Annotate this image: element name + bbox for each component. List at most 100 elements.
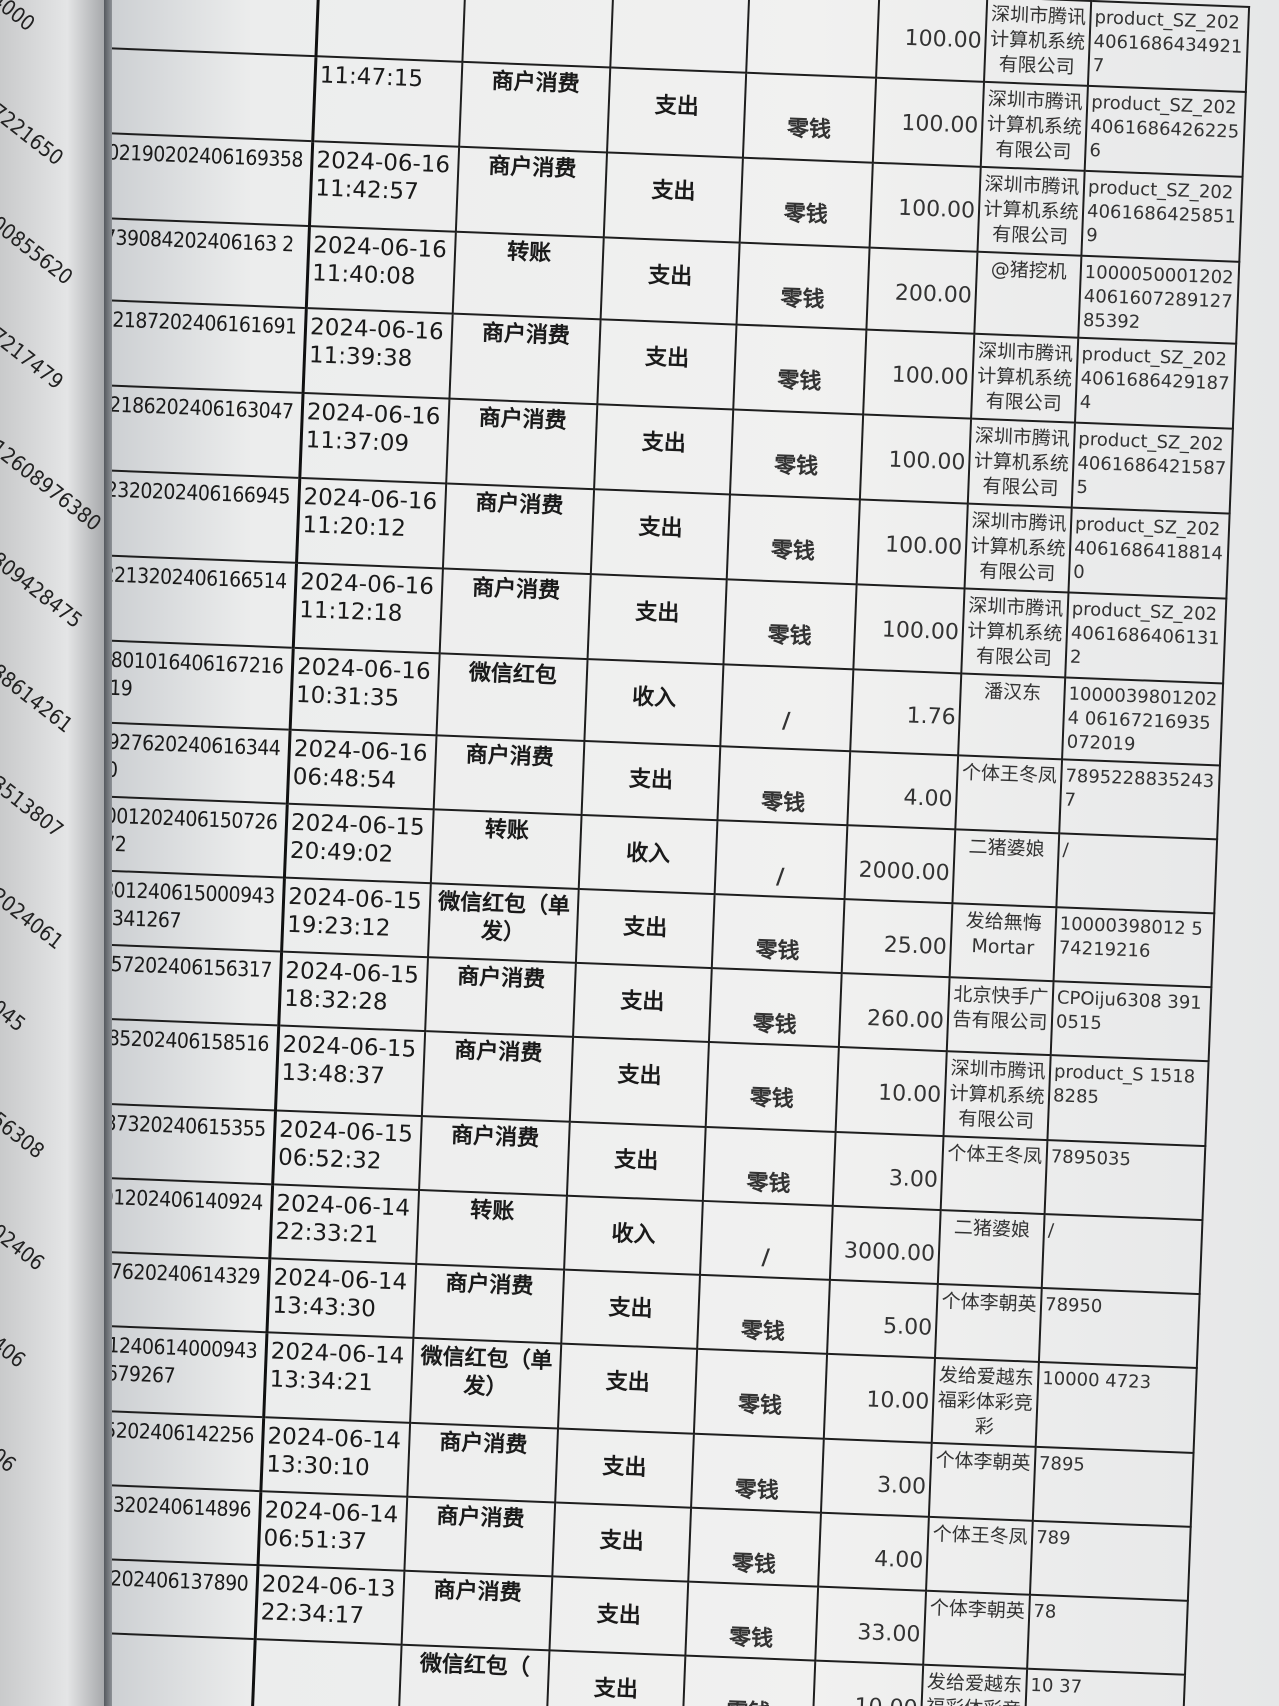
amount-cell: 100.00 [869,162,981,252]
transaction-id-cell: 10000399012406140009433 4 170393679267 [112,1322,267,1418]
left-page-fragment: 888614261 [0,652,78,738]
counterparty-cell: 个体李朝英 [934,1283,1042,1362]
transaction-type-cell: 微信红包（ [398,1644,550,1706]
transaction-time-cell [251,1639,402,1706]
counterparty-cell: 个体李朝英 [923,1590,1030,1669]
transaction-type-cell: 商户消费 [419,1116,570,1196]
left-page-fragment: 12024061 [0,876,68,955]
counterparty-cell: 潘汉东 [958,673,1066,760]
transaction-type-cell: 商户消费 [421,1031,574,1122]
merchant-order-no-cell: 789 [1029,1520,1191,1601]
income-expense-cell: 支出 [603,152,743,243]
transaction-type-cell: 商户消费 [433,735,585,815]
transaction-time-cell: 2024-06-14 06:51:37 [258,1491,408,1571]
amount-cell: 260.00 [838,973,950,1052]
transaction-type-cell: 微信红包（单发） [410,1337,562,1429]
merchant-order-no-cell: 78 [1027,1594,1188,1675]
amount-cell: 100.00 [856,499,968,589]
amount-cell: 3.00 [832,1131,944,1211]
left-page-fragment: 2406 [0,1324,30,1373]
transaction-time-cell: 2024-06-16 11:37:09 [299,392,450,484]
payment-method-cell: 零钱 [685,1581,819,1661]
transaction-time-cell: 2024-06-15 18:32:28 [278,951,428,1032]
counterparty-cell: 个体王冬凤 [940,1136,1048,1215]
left-page-fragment: 77217479 [0,316,68,395]
payment-method-cell: 零钱 [736,242,870,330]
payment-method-cell: 零钱 [691,1433,824,1513]
amount-cell: 25.00 [841,899,953,978]
merchant-order-no-cell: product_SZ_20240616864258519 [1081,170,1243,262]
amount-cell: 1.76 [850,669,962,756]
merchant-order-no-cell: 7895035 [1044,1140,1206,1221]
income-expense-cell: 收入 [564,1195,703,1275]
payment-method-cell: 零钱 [711,894,845,974]
income-expense-cell: 支出 [597,319,737,410]
counterparty-cell: 深圳市腾讯计算机系统有限公司 [967,418,1075,508]
income-expense-cell: 收入 [584,659,724,747]
transaction-id-cell: 10000398012406150009433 3 76042341267 [112,867,285,952]
amount-cell: 10.00 [835,1047,947,1137]
transaction-type-cell: 商户消费 [404,1496,556,1577]
transaction-time-cell: 2024-06-16 11:12:18 [293,562,443,654]
transaction-id-cell: 42000057873202406153554 64 500 [112,1100,276,1185]
counterparty-cell: 深圳市腾讯计算机系统有限公司 [964,503,1072,593]
transaction-time-cell: 2024-06-16 11:20:12 [296,477,447,569]
income-expense-cell: 支出 [566,1121,706,1201]
left-page-fragment: 83513807 [0,764,68,843]
merchant-order-no-cell: 78950 [1038,1287,1200,1368]
transaction-id-cell: 42000022132024061665145 5 019 [112,552,297,648]
transaction-time-cell: 2024-06-14 13:34:21 [263,1332,414,1423]
left-page-fragment: 6 [0,1548,1,1574]
transaction-id-cell: 42000059276202406143298 92 391 [112,1248,270,1333]
transaction-id-cell [112,1628,256,1706]
income-expense-cell: 支出 [555,1428,694,1508]
payment-method-cell: / [720,664,854,752]
amount-cell: 100.00 [876,0,988,82]
counterparty-cell: 个体王冬凤 [955,755,1063,834]
transaction-time-cell: 2024-06-16 10:31:35 [290,647,440,736]
left-page-fragment: 202406 [0,1212,49,1276]
amount-cell: 200.00 [866,247,978,334]
amount-cell: 3000.00 [829,1205,941,1284]
transaction-id-cell: 42000021572024061563176 2 421 [112,941,282,1026]
transaction-id-cell: 42000059276202406163442 03 7120 [112,719,291,804]
left-page-fragment: 4045 [0,988,30,1037]
merchant-order-no-cell: CPOiju6308 3910515 [1050,981,1212,1062]
merchant-order-no-cell: 10000398012024 06167216935072019 [1062,677,1224,766]
payment-method-cell: 零钱 [742,72,877,163]
transaction-id-cell: 42000021902024061693588 9 [112,130,313,227]
counterparty-cell: 个体王冬凤 [926,1516,1033,1595]
transaction-type-cell: 转账 [430,809,582,889]
amount-cell: 100.00 [859,414,972,504]
income-expense-cell [610,0,750,73]
merchant-order-no-cell: product_SZ_20240616864188140 [1068,507,1230,599]
counterparty-cell: 发给無悔Mortar [949,903,1057,982]
amount-cell: 100.00 [872,77,985,167]
transaction-time-cell: 2024-06-16 11:39:38 [303,308,453,399]
transaction-time-cell: 2024-06-14 13:30:10 [260,1417,411,1497]
income-expense-cell: 支出 [607,67,747,158]
amount-cell: 2000.00 [844,825,956,904]
transaction-type-cell: 转账 [452,231,604,320]
counterparty-cell: 北京快手广告有限公司 [946,977,1054,1056]
transaction-id-cell: 10000739084202406163 2 1802 [112,215,310,309]
income-expense-cell: 支出 [594,404,734,495]
left-page-fragment: 87221650 [0,92,68,171]
counterparty-cell: 二猪婆娘 [937,1210,1045,1288]
left-page-fragment: 856308 [0,1100,49,1164]
transaction-type-cell: 商户消费 [459,61,611,153]
merchant-order-no-cell: 7895 [1032,1446,1194,1527]
transaction-id-cell [112,0,320,57]
payment-method-cell: / [714,820,848,900]
transaction-type-cell: 商户消费 [446,398,598,490]
amount-cell: 4.00 [847,751,959,830]
merchant-order-no-cell: 1000050001202406160728912785392 [1078,255,1240,344]
income-expense-cell: 支出 [558,1343,698,1434]
transaction-id-cell: 42000022262024061378905 5 [112,1554,259,1640]
transaction-type-cell: 商户消费 [407,1422,559,1503]
payment-method-cell: 零钱 [682,1655,816,1706]
transaction-table: 100.00 深圳市腾讯计算机系统有限公司 product_SZ_202406168… [112,0,1250,1706]
transaction-time-cell: 2024-06-15 19:23:12 [281,877,431,958]
left-page-fragment: 8809428475 [0,540,87,633]
amount-cell: 10.00 [812,1660,924,1706]
